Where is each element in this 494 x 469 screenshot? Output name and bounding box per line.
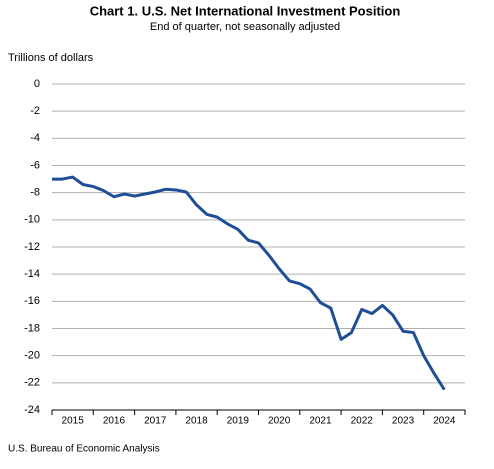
x-tick-label: 2015 (62, 416, 85, 427)
chart-title: Chart 1. U.S. Net International Investme… (90, 3, 401, 18)
y-tick-label: -12 (24, 241, 40, 253)
x-tick-label: 2019 (227, 416, 250, 427)
x-tick-label: 2023 (392, 416, 415, 427)
x-tick-label: 2021 (309, 416, 332, 427)
x-tick-label: 2018 (185, 416, 208, 427)
y-tick-label: -20 (24, 350, 40, 362)
y-tick-label: -8 (30, 187, 40, 199)
x-tick-label: 2020 (268, 416, 291, 427)
x-tick-label: 2024 (433, 416, 456, 427)
y-tick-label: -18 (24, 322, 40, 334)
y-tick-label: -16 (24, 295, 40, 307)
y-axis-label: Trillions of dollars (8, 52, 94, 64)
chart-subtitle: End of quarter, not seasonally adjusted (150, 21, 340, 33)
y-tick-label: 0 (34, 78, 40, 90)
x-tick-label: 2017 (144, 416, 167, 427)
y-tick-label: -2 (30, 105, 40, 117)
y-tick-label: -6 (30, 159, 40, 171)
x-tick-label: 2022 (351, 416, 374, 427)
x-tick-label: 2016 (103, 416, 126, 427)
data-line (52, 175, 446, 391)
y-tick-label: -4 (30, 132, 40, 144)
y-tick-label: -24 (24, 404, 40, 416)
y-tick-label: -10 (24, 214, 40, 226)
y-tick-label: -22 (24, 377, 40, 389)
source-note: U.S. Bureau of Economic Analysis (8, 444, 160, 455)
y-tick-label: -14 (24, 268, 40, 280)
